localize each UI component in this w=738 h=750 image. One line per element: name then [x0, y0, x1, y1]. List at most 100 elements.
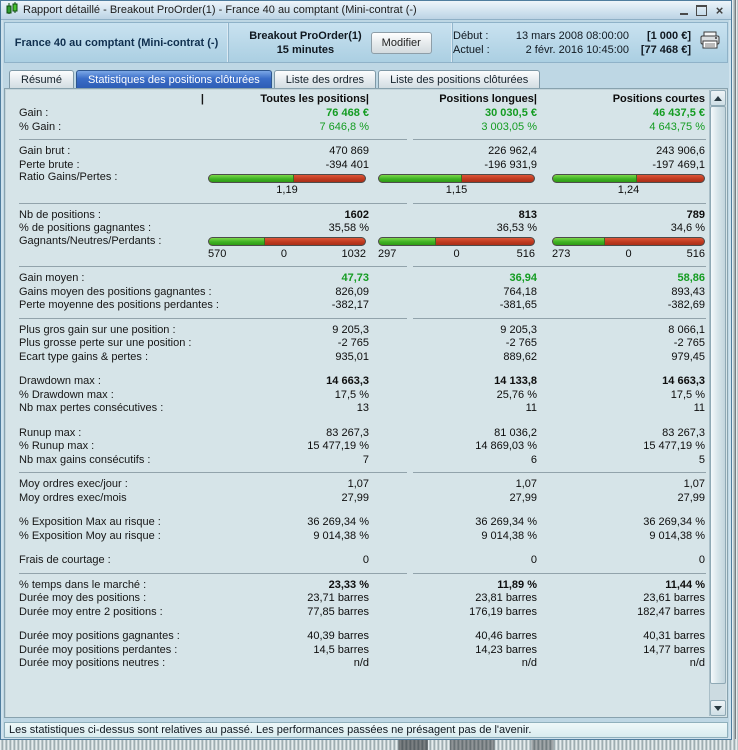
modify-button[interactable]: Modifier: [370, 31, 432, 54]
spacer: [5, 505, 708, 516]
title-bar[interactable]: Rapport détaillé - Breakout ProOrder(1) …: [1, 1, 731, 20]
strategy-info: Breakout ProOrder(1) 15 minutes: [249, 29, 361, 57]
gauge-value: 1,15: [445, 184, 468, 196]
cell-value: -382,69: [667, 299, 705, 311]
gauge-values: 1,24: [552, 184, 705, 198]
cell-value: -196 931,9: [484, 158, 537, 171]
gauge-values-row: 1,19 1,15 1,24: [5, 184, 708, 198]
gauge-value: 1,24: [617, 184, 640, 196]
cell-value: 27,99: [509, 491, 537, 504]
cell-value: 23,33 %: [328, 578, 369, 591]
section-divider: [5, 198, 708, 209]
row-label: Nb de positions :: [19, 208, 101, 221]
cell-value: 46 437,5 €: [653, 107, 705, 119]
scroll-up-button[interactable]: [710, 90, 726, 106]
start-amount: [1 000 €]: [646, 29, 691, 42]
gauge-green-fill: [209, 174, 294, 182]
row-label: Moy ordres exec/mois: [19, 491, 127, 504]
row-label: Gains moyen des positions gagnantes :: [19, 285, 212, 298]
cell-value: 27,99: [677, 491, 705, 504]
gauge-values: 1,15: [378, 184, 535, 198]
tab-2[interactable]: Statistiques des positions clôturées: [75, 70, 272, 88]
spacer: [5, 619, 708, 630]
cell-value: 470 869: [329, 145, 369, 157]
scrollbar-thumb[interactable]: [710, 106, 726, 684]
row-label: Plus grosse perte sur une position :: [19, 337, 192, 349]
table-header-row: | Toutes les positions| Positions longues|…: [5, 92, 708, 107]
row-label: % temps dans le marché :: [19, 578, 147, 591]
gauge-value: 516: [686, 247, 705, 260]
table-row: Perte brute : -394 401 -196 931,9 -197 469,…: [5, 159, 708, 173]
cell-value: 11,89 %: [497, 578, 537, 591]
row-label: Plus gros gain sur une position :: [19, 323, 176, 336]
cell-value: 9 205,3: [332, 323, 369, 336]
cell-value: 182,47 barres: [637, 605, 705, 618]
gauge-value: 516: [516, 247, 535, 260]
cell-value: 23,71 barres: [307, 592, 369, 604]
background-app-strip-bottom: [0, 739, 738, 750]
row-label: Ecart type gains & pertes :: [19, 350, 149, 363]
report-window: Rapport détaillé - Breakout ProOrder(1) …: [0, 0, 732, 740]
section-divider: [5, 134, 708, 145]
gauge-green-fill: [209, 238, 265, 245]
minimize-button[interactable]: [676, 4, 691, 17]
cell-value: 76 468 €: [326, 107, 369, 119]
gauge-green-fill: [379, 174, 462, 182]
cell-value: 14 869,03 %: [475, 440, 537, 452]
tab-bar: Résumé Statistiques des positions clôturé…: [9, 70, 731, 88]
scrollbar-track[interactable]: [710, 106, 726, 700]
current-row: Actuel : 2 févr. 2016 10:45:00 [77 468 €…: [453, 43, 691, 57]
tab-1[interactable]: Résumé: [9, 70, 74, 88]
cell-value: 764,18: [503, 285, 537, 298]
row-label-empty: [19, 248, 204, 262]
table-row: Gain brut : 470 869 226 962,4 243 906,6: [5, 145, 708, 159]
win-loss-gauge: [552, 173, 705, 183]
cell-value: 1602: [344, 208, 369, 221]
cell-value: 789: [686, 208, 705, 221]
divider-line: [19, 572, 407, 574]
gauge-row: Gagnants/Neutres/Perdants :: [5, 235, 708, 248]
tab-3[interactable]: Liste des ordres: [273, 70, 377, 88]
win-loss-gauge: [552, 237, 705, 246]
table-row: Perte moyenne des positions perdantes : -…: [5, 299, 708, 313]
divider-line: [413, 139, 706, 140]
row-label: Gain :: [19, 107, 49, 119]
cell-value: 77,85 barres: [307, 605, 369, 618]
row-label: Gain moyen :: [19, 272, 85, 284]
vertical-scrollbar[interactable]: [709, 90, 726, 716]
tab-4[interactable]: Liste des positions clôturées: [378, 70, 541, 88]
cell-value: -2 765: [673, 337, 705, 349]
cell-value: 9 014,38 %: [313, 529, 369, 542]
cell-value: 34,6 %: [670, 222, 705, 234]
gauge-value: 297: [378, 247, 397, 260]
cell-value: -394 401: [325, 158, 369, 171]
report-header-panel: France 40 au comptant (Mini-contrat (-) …: [4, 22, 728, 63]
statistics-panel: | Toutes les positions| Positions longues|…: [4, 88, 728, 718]
spacer: [5, 364, 708, 375]
section-divider: [5, 568, 708, 579]
start-row: Début : 13 mars 2008 08:00:00 [1 000 €]: [453, 29, 691, 43]
cell-value: 35,58 %: [328, 222, 369, 234]
maximize-button[interactable]: [694, 4, 709, 17]
table-row: Plus gros gain sur une position : 9 205,3…: [5, 324, 708, 338]
close-button[interactable]: ×: [715, 2, 724, 18]
gauge-row: Ratio Gains/Pertes :: [5, 171, 708, 184]
app-candlestick-icon: [6, 2, 19, 18]
scroll-down-button[interactable]: [710, 700, 726, 716]
table-row: % Runup max : 15 477,19 % 14 869,03 % 15 47…: [5, 440, 708, 454]
row-label: Durée moy des positions :: [19, 592, 147, 604]
row-label: % Exposition Max au risque :: [19, 516, 161, 528]
cell-value: 7 646,8 %: [319, 120, 369, 133]
divider-line: [413, 317, 706, 319]
gauge-green-fill: [553, 174, 637, 182]
gauge-cell: [552, 173, 705, 183]
printer-icon[interactable]: [699, 31, 721, 55]
table-row: Nb max pertes consécutives : 13 11 11: [5, 402, 708, 416]
row-label: Gain brut :: [19, 145, 71, 157]
table-row: Gain moyen : 47,73 36,94 58,86: [5, 272, 708, 286]
gauge-value: 1,19: [276, 184, 298, 196]
section-divider: [5, 467, 708, 478]
divider-line: [19, 266, 407, 267]
disclaimer-bar: Les statistiques ci-dessus sont relative…: [4, 722, 728, 738]
win-loss-gauge: [378, 173, 535, 183]
